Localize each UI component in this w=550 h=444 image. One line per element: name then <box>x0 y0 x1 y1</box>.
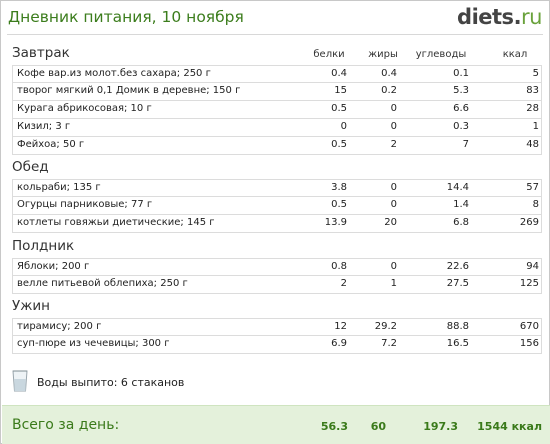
fat-value: 1 <box>390 278 397 289</box>
food-row[interactable]: Кизил; 3 г 0 0 0.3 1 <box>12 119 542 137</box>
food-name: тирамису; 200 г <box>17 321 102 332</box>
protein-value: 0.5 <box>331 139 347 150</box>
carbs-value: 27.5 <box>446 278 469 289</box>
carbs-value: 14.4 <box>446 182 469 193</box>
logo-main: diets <box>457 5 514 29</box>
food-name: Огурцы парниковые; 77 г <box>17 199 153 210</box>
kcal-value: 83 <box>526 85 539 96</box>
kcal-value: 28 <box>526 103 539 114</box>
protein-value: 12 <box>334 321 347 332</box>
kcal-value: 48 <box>526 139 539 150</box>
daily-total-bar: Всего за день: 56.3 60 197.3 1544 ккал <box>2 405 550 444</box>
water-glass-icon <box>12 370 28 392</box>
food-row[interactable]: котлеты говяжьи диетические; 145 г 13.9 20… <box>12 215 542 233</box>
food-name: Фейхоа; 50 г <box>17 139 85 150</box>
fat-value: 0.2 <box>381 85 397 96</box>
food-row[interactable]: суп-пюре из чечевицы; 300 г 6.9 7.2 16.5 156 <box>12 336 542 354</box>
fat-value: 0 <box>390 199 397 210</box>
protein-value: 0 <box>340 121 347 132</box>
total-protein: 56.3 <box>320 420 348 433</box>
fat-value: 0 <box>390 261 397 272</box>
kcal-value: 8 <box>532 199 539 210</box>
logo-tld: ru <box>521 5 542 29</box>
carbs-value: 0.1 <box>453 68 469 79</box>
food-name: Яблоки; 200 г <box>17 261 90 272</box>
meal-section-title: Ужин <box>12 298 50 314</box>
carbs-value: 7 <box>462 139 469 150</box>
food-name: Кизил; 3 г <box>17 121 71 132</box>
water-label: Воды выпито: 6 стаканов <box>37 376 185 389</box>
header-divider <box>7 34 543 35</box>
carbs-value: 1.4 <box>453 199 469 210</box>
protein-value: 3.8 <box>331 182 347 193</box>
fat-value: 0.4 <box>381 68 397 79</box>
carbs-value: 6.6 <box>453 103 469 114</box>
column-header-fat: жиры <box>368 49 398 60</box>
kcal-value: 125 <box>519 278 539 289</box>
fat-value: 0 <box>390 103 397 114</box>
protein-value: 13.9 <box>324 217 347 228</box>
column-header-protein: белки <box>313 49 345 60</box>
carbs-value: 88.8 <box>446 321 469 332</box>
food-name: Кофе вар.из молот.без сахара; 250 г <box>17 68 211 79</box>
meal-section-title: Полдник <box>12 238 75 254</box>
fat-value: 0 <box>390 182 397 193</box>
fat-value: 2 <box>390 139 397 150</box>
protein-value: 0.5 <box>331 103 347 114</box>
protein-value: 0.4 <box>331 68 347 79</box>
carbs-value: 16.5 <box>446 338 469 349</box>
food-name: кольраби; 135 г <box>17 182 101 193</box>
food-row[interactable]: тирамису; 200 г 12 29.2 88.8 670 <box>12 318 542 336</box>
carbs-value: 6.8 <box>453 217 469 228</box>
protein-value: 0.5 <box>331 199 347 210</box>
food-name: творог мягкий 0,1 Домик в деревне; 150 г <box>17 85 241 96</box>
fat-value: 20 <box>384 217 397 228</box>
kcal-value: 269 <box>519 217 539 228</box>
food-row[interactable]: творог мягкий 0,1 Домик в деревне; 150 г… <box>12 83 542 101</box>
carbs-value: 22.6 <box>446 261 469 272</box>
kcal-value: 5 <box>532 68 539 79</box>
protein-value: 6.9 <box>331 338 347 349</box>
kcal-value: 94 <box>526 261 539 272</box>
food-name: суп-пюре из чечевицы; 300 г <box>17 338 170 349</box>
column-header-carbs: углеводы <box>415 49 467 60</box>
page-title: Дневник питания, 10 ноября <box>8 8 244 26</box>
kcal-value: 156 <box>519 338 539 349</box>
food-row[interactable]: Яблоки; 200 г 0.8 0 22.6 94 <box>12 258 542 276</box>
carbs-value: 5.3 <box>453 85 469 96</box>
carbs-value: 0.3 <box>453 121 469 132</box>
column-header-kcal: ккал <box>502 49 528 60</box>
header: Дневник питания, 10 ноября diets.ru <box>1 1 549 35</box>
food-row[interactable]: велле питьевой облепиха; 250 г 2 1 27.5 125 <box>12 276 542 294</box>
site-logo[interactable]: diets.ru <box>457 5 542 29</box>
meal-section-title: Обед <box>12 159 49 175</box>
food-row[interactable]: кольраби; 135 г 3.8 0 14.4 57 <box>12 179 542 197</box>
fat-value: 0 <box>390 121 397 132</box>
kcal-value: 670 <box>519 321 539 332</box>
food-row[interactable]: Кофе вар.из молот.без сахара; 250 г 0.4 0.… <box>12 65 542 83</box>
daily-total-label: Всего за день: <box>12 417 120 433</box>
meal-section-title: Завтрак <box>12 45 70 61</box>
kcal-value: 1 <box>532 121 539 132</box>
total-carbs: 197.3 <box>423 420 458 433</box>
logo-dot: . <box>513 5 522 29</box>
food-row[interactable]: Огурцы парниковые; 77 г 0.5 0 1.4 8 <box>12 197 542 215</box>
water-intake: Воды выпито: 6 стаканов <box>12 370 312 396</box>
total-fat: 60 <box>370 420 386 433</box>
food-row[interactable]: Курага абрикосовая; 10 г 0.5 0 6.6 28 <box>12 101 542 119</box>
kcal-value: 57 <box>526 182 539 193</box>
protein-value: 15 <box>334 85 347 96</box>
food-name: Курага абрикосовая; 10 г <box>17 103 152 114</box>
protein-value: 0.8 <box>331 261 347 272</box>
food-name: котлеты говяжьи диетические; 145 г <box>17 217 215 228</box>
total-kcal: 1544 ккал <box>477 420 542 433</box>
fat-value: 29.2 <box>374 321 397 332</box>
protein-value: 2 <box>340 278 347 289</box>
food-row[interactable]: Фейхоа; 50 г 0.5 2 7 48 <box>12 137 542 155</box>
fat-value: 7.2 <box>381 338 397 349</box>
food-name: велле питьевой облепиха; 250 г <box>17 278 188 289</box>
